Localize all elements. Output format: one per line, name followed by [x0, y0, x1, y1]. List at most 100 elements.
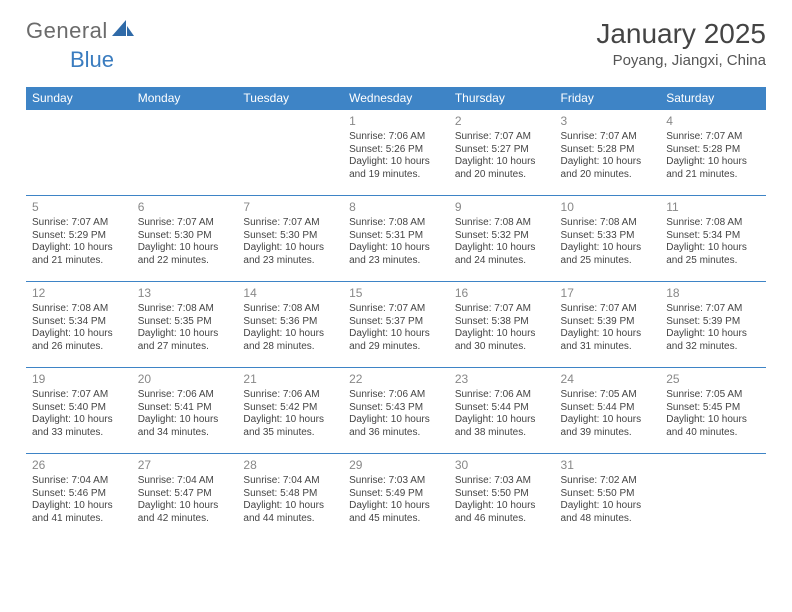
day-cell: 3Sunrise: 7:07 AMSunset: 5:28 PMDaylight… — [555, 110, 661, 196]
location-text: Poyang, Jiangxi, China — [596, 52, 766, 69]
sunrise-line: Sunrise: 7:08 AM — [243, 303, 337, 316]
day-number: 14 — [243, 286, 337, 301]
day-cell: 29Sunrise: 7:03 AMSunset: 5:49 PMDayligh… — [343, 454, 449, 540]
day-number: 12 — [32, 286, 126, 301]
sunset-line: Sunset: 5:50 PM — [561, 488, 655, 501]
daylight-line: Daylight: 10 hours and 24 minutes. — [455, 242, 549, 267]
daylight-line: Daylight: 10 hours and 19 minutes. — [349, 156, 443, 181]
col-monday: Monday — [132, 87, 238, 110]
sunset-line: Sunset: 5:41 PM — [138, 402, 232, 415]
day-cell: 27Sunrise: 7:04 AMSunset: 5:47 PMDayligh… — [132, 454, 238, 540]
sunset-line: Sunset: 5:50 PM — [455, 488, 549, 501]
daylight-line: Daylight: 10 hours and 21 minutes. — [32, 242, 126, 267]
sunrise-line: Sunrise: 7:04 AM — [243, 475, 337, 488]
day-cell — [132, 110, 238, 196]
col-friday: Friday — [555, 87, 661, 110]
sunset-line: Sunset: 5:44 PM — [455, 402, 549, 415]
daylight-line: Daylight: 10 hours and 22 minutes. — [138, 242, 232, 267]
sunset-line: Sunset: 5:40 PM — [32, 402, 126, 415]
day-cell: 13Sunrise: 7:08 AMSunset: 5:35 PMDayligh… — [132, 282, 238, 368]
sunrise-line: Sunrise: 7:04 AM — [138, 475, 232, 488]
table-row: 12Sunrise: 7:08 AMSunset: 5:34 PMDayligh… — [26, 282, 766, 368]
sunset-line: Sunset: 5:29 PM — [32, 230, 126, 243]
day-number: 1 — [349, 114, 443, 129]
daylight-line: Daylight: 10 hours and 44 minutes. — [243, 500, 337, 525]
sunrise-line: Sunrise: 7:08 AM — [138, 303, 232, 316]
day-number: 3 — [561, 114, 655, 129]
day-number: 25 — [666, 372, 760, 387]
day-number: 26 — [32, 458, 126, 473]
col-tuesday: Tuesday — [237, 87, 343, 110]
day-number: 27 — [138, 458, 232, 473]
brand-text-a: General — [26, 18, 108, 44]
day-cell: 6Sunrise: 7:07 AMSunset: 5:30 PMDaylight… — [132, 196, 238, 282]
sunset-line: Sunset: 5:34 PM — [666, 230, 760, 243]
table-row: 26Sunrise: 7:04 AMSunset: 5:46 PMDayligh… — [26, 454, 766, 540]
sunrise-line: Sunrise: 7:06 AM — [455, 389, 549, 402]
day-cell: 31Sunrise: 7:02 AMSunset: 5:50 PMDayligh… — [555, 454, 661, 540]
day-cell: 30Sunrise: 7:03 AMSunset: 5:50 PMDayligh… — [449, 454, 555, 540]
sunset-line: Sunset: 5:46 PM — [32, 488, 126, 501]
sunrise-line: Sunrise: 7:07 AM — [349, 303, 443, 316]
day-cell — [660, 454, 766, 540]
daylight-line: Daylight: 10 hours and 27 minutes. — [138, 328, 232, 353]
daylight-line: Daylight: 10 hours and 46 minutes. — [455, 500, 549, 525]
day-cell: 25Sunrise: 7:05 AMSunset: 5:45 PMDayligh… — [660, 368, 766, 454]
daylight-line: Daylight: 10 hours and 34 minutes. — [138, 414, 232, 439]
table-row: 5Sunrise: 7:07 AMSunset: 5:29 PMDaylight… — [26, 196, 766, 282]
daylight-line: Daylight: 10 hours and 21 minutes. — [666, 156, 760, 181]
col-thursday: Thursday — [449, 87, 555, 110]
day-number: 8 — [349, 200, 443, 215]
sunset-line: Sunset: 5:26 PM — [349, 144, 443, 157]
daylight-line: Daylight: 10 hours and 33 minutes. — [32, 414, 126, 439]
daylight-line: Daylight: 10 hours and 45 minutes. — [349, 500, 443, 525]
daylight-line: Daylight: 10 hours and 42 minutes. — [138, 500, 232, 525]
sail-icon — [112, 18, 134, 44]
day-cell: 12Sunrise: 7:08 AMSunset: 5:34 PMDayligh… — [26, 282, 132, 368]
daylight-line: Daylight: 10 hours and 36 minutes. — [349, 414, 443, 439]
daylight-line: Daylight: 10 hours and 25 minutes. — [561, 242, 655, 267]
day-number: 29 — [349, 458, 443, 473]
sunrise-line: Sunrise: 7:07 AM — [561, 303, 655, 316]
day-number: 17 — [561, 286, 655, 301]
sunset-line: Sunset: 5:34 PM — [32, 316, 126, 329]
sunset-line: Sunset: 5:39 PM — [561, 316, 655, 329]
day-number: 18 — [666, 286, 760, 301]
day-number: 2 — [455, 114, 549, 129]
sunset-line: Sunset: 5:32 PM — [455, 230, 549, 243]
day-cell: 2Sunrise: 7:07 AMSunset: 5:27 PMDaylight… — [449, 110, 555, 196]
day-cell: 14Sunrise: 7:08 AMSunset: 5:36 PMDayligh… — [237, 282, 343, 368]
sunset-line: Sunset: 5:43 PM — [349, 402, 443, 415]
daylight-line: Daylight: 10 hours and 26 minutes. — [32, 328, 126, 353]
day-number: 5 — [32, 200, 126, 215]
day-number: 23 — [455, 372, 549, 387]
sunset-line: Sunset: 5:37 PM — [349, 316, 443, 329]
day-number: 10 — [561, 200, 655, 215]
day-number: 15 — [349, 286, 443, 301]
brand-logo: General — [26, 18, 136, 44]
day-cell: 20Sunrise: 7:06 AMSunset: 5:41 PMDayligh… — [132, 368, 238, 454]
day-number: 7 — [243, 200, 337, 215]
daylight-line: Daylight: 10 hours and 48 minutes. — [561, 500, 655, 525]
sunset-line: Sunset: 5:30 PM — [138, 230, 232, 243]
sunrise-line: Sunrise: 7:07 AM — [243, 217, 337, 230]
brand-text-b: Blue — [70, 47, 114, 72]
daylight-line: Daylight: 10 hours and 41 minutes. — [32, 500, 126, 525]
sunrise-line: Sunrise: 7:08 AM — [349, 217, 443, 230]
sunset-line: Sunset: 5:28 PM — [561, 144, 655, 157]
day-cell: 7Sunrise: 7:07 AMSunset: 5:30 PMDaylight… — [237, 196, 343, 282]
day-cell: 17Sunrise: 7:07 AMSunset: 5:39 PMDayligh… — [555, 282, 661, 368]
sunrise-line: Sunrise: 7:06 AM — [349, 131, 443, 144]
day-number: 20 — [138, 372, 232, 387]
sunrise-line: Sunrise: 7:05 AM — [561, 389, 655, 402]
day-number: 11 — [666, 200, 760, 215]
col-sunday: Sunday — [26, 87, 132, 110]
daylight-line: Daylight: 10 hours and 35 minutes. — [243, 414, 337, 439]
sunrise-line: Sunrise: 7:06 AM — [243, 389, 337, 402]
sunrise-line: Sunrise: 7:02 AM — [561, 475, 655, 488]
sunrise-line: Sunrise: 7:07 AM — [32, 389, 126, 402]
sunset-line: Sunset: 5:27 PM — [455, 144, 549, 157]
col-saturday: Saturday — [660, 87, 766, 110]
day-cell: 19Sunrise: 7:07 AMSunset: 5:40 PMDayligh… — [26, 368, 132, 454]
daylight-line: Daylight: 10 hours and 20 minutes. — [561, 156, 655, 181]
